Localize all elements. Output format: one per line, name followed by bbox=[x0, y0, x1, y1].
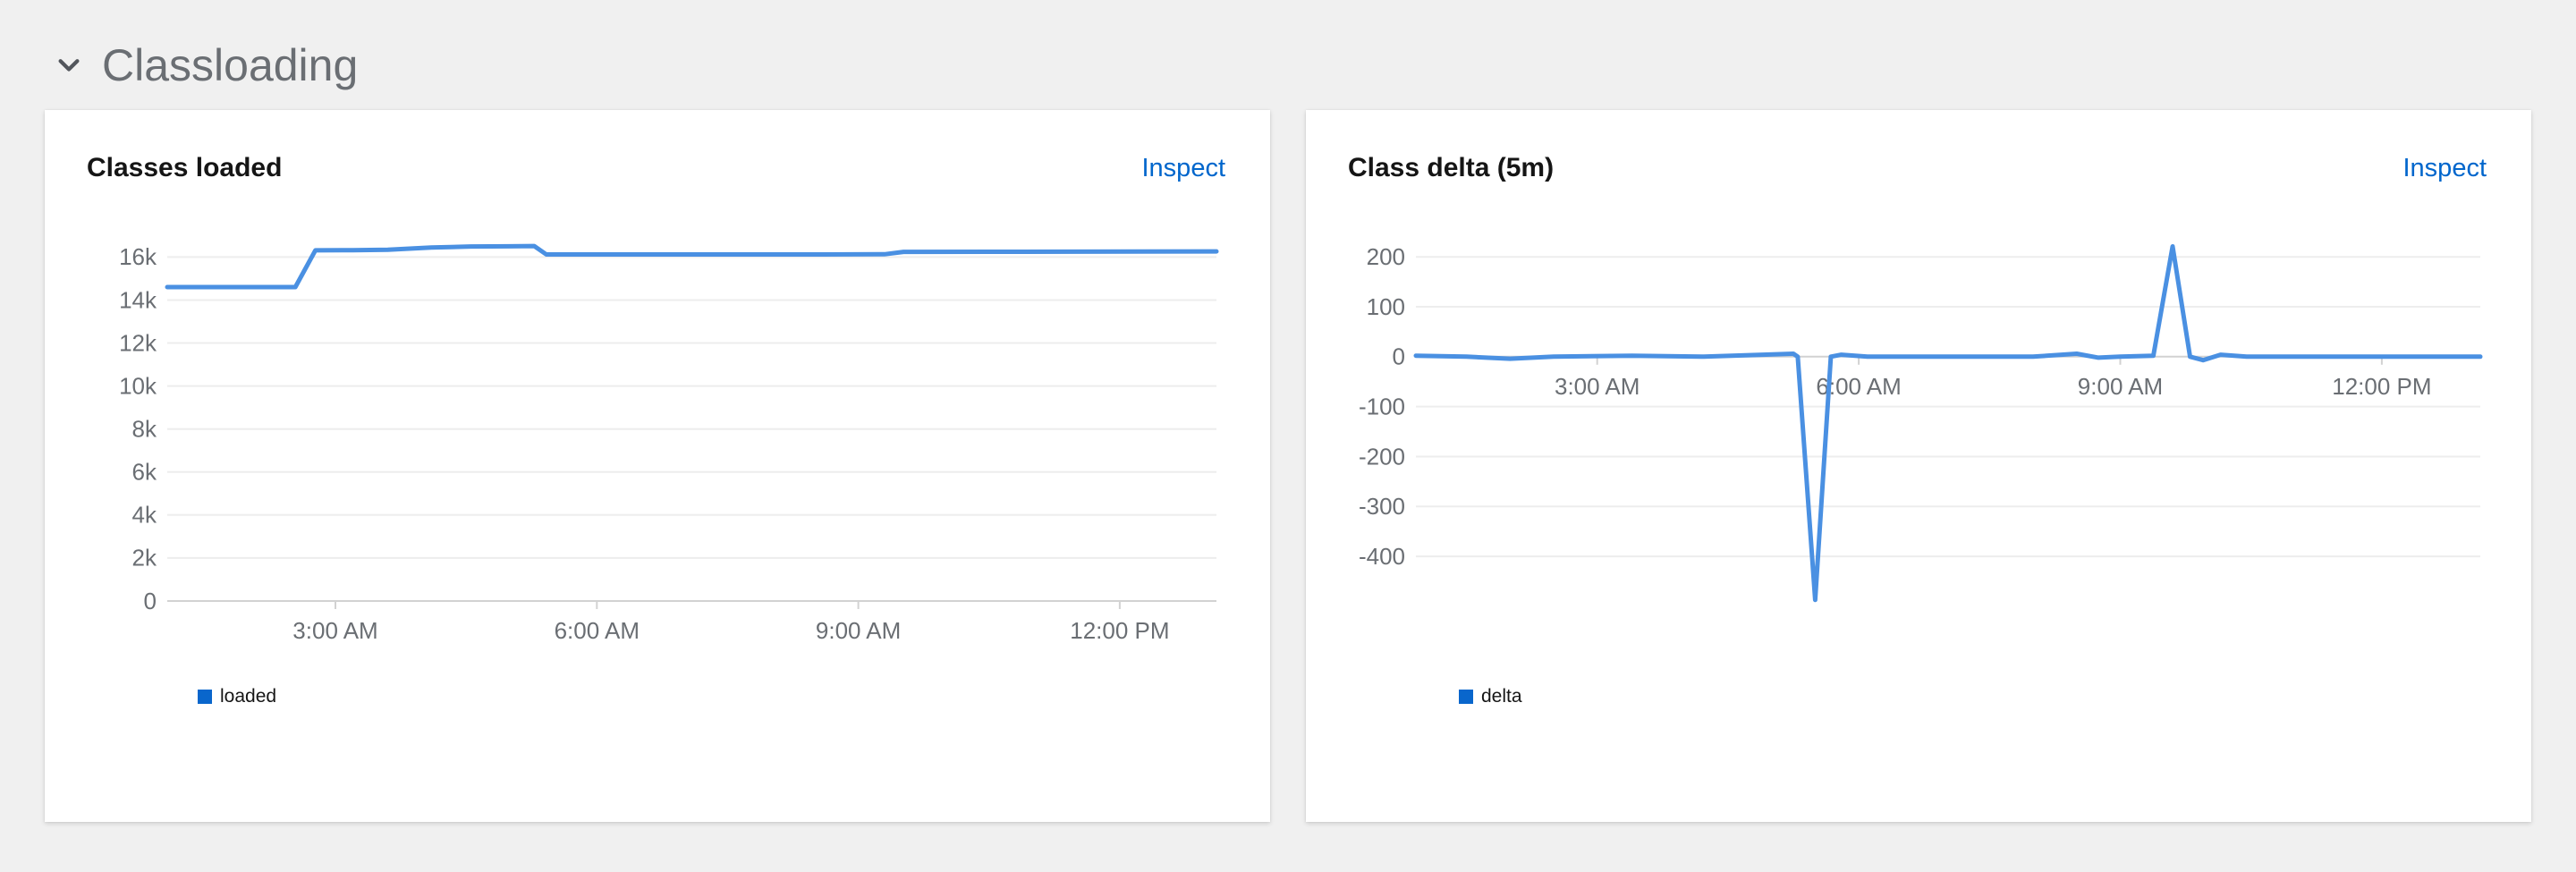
svg-text:100: 100 bbox=[1367, 293, 1405, 320]
svg-text:0: 0 bbox=[144, 588, 157, 614]
classes-loaded-card-header: Classes loaded Inspect bbox=[45, 110, 1270, 184]
svg-text:-100: -100 bbox=[1359, 393, 1405, 419]
chevron-down-icon bbox=[55, 52, 82, 79]
svg-text:14k: 14k bbox=[119, 286, 157, 313]
classes-loaded-card: Classes loaded Inspect 0 2k 4k 6k 8k 10k 12k 14… bbox=[45, 110, 1270, 822]
delta-legend-swatch-icon bbox=[1459, 690, 1473, 704]
svg-text:-400: -400 bbox=[1359, 543, 1405, 570]
svg-text:12:00 PM: 12:00 PM bbox=[1070, 617, 1169, 644]
loaded-legend-label: loaded bbox=[220, 686, 277, 707]
class-delta-legend: delta bbox=[1459, 686, 2531, 707]
class-delta-card: Class delta (5m) Inspect 200 100 0 -100 -200… bbox=[1306, 110, 2531, 822]
svg-text:6k: 6k bbox=[132, 459, 157, 486]
classes-loaded-inspect-link[interactable]: Inspect bbox=[1141, 154, 1226, 182]
classloading-section-toggle[interactable]: Classloading bbox=[0, 0, 2576, 95]
loaded-legend-swatch-icon bbox=[198, 690, 212, 704]
svg-text:-200: -200 bbox=[1359, 443, 1405, 470]
svg-text:16k: 16k bbox=[119, 243, 157, 270]
classes-loaded-title: Classes loaded bbox=[87, 153, 283, 182]
svg-text:6:00 AM: 6:00 AM bbox=[555, 617, 640, 644]
svg-text:9:00 AM: 9:00 AM bbox=[2078, 373, 2163, 400]
svg-text:12:00 PM: 12:00 PM bbox=[2332, 373, 2431, 400]
delta-legend-label: delta bbox=[1481, 686, 1522, 707]
classes-loaded-legend: loaded bbox=[198, 686, 1270, 707]
svg-text:4k: 4k bbox=[132, 502, 157, 529]
class-delta-card-header: Class delta (5m) Inspect bbox=[1306, 110, 2531, 184]
svg-text:-300: -300 bbox=[1359, 493, 1405, 520]
classes-loaded-chart: 0 2k 4k 6k 8k 10k 12k 14k 16k 3:00 AM 6:00 AM 9:00 … bbox=[119, 243, 1219, 644]
svg-text:2k: 2k bbox=[132, 545, 157, 571]
svg-text:3:00 AM: 3:00 AM bbox=[292, 617, 377, 644]
class-delta-inspect-link[interactable]: Inspect bbox=[2402, 154, 2487, 182]
svg-text:10k: 10k bbox=[119, 372, 157, 399]
section-title: Classloading bbox=[102, 40, 359, 90]
svg-text:9:00 AM: 9:00 AM bbox=[816, 617, 901, 644]
charts-row: Classes loaded Inspect 0 2k 4k 6k 8k 10k 12k 14… bbox=[0, 95, 2576, 822]
svg-text:3:00 AM: 3:00 AM bbox=[1555, 373, 1640, 400]
svg-text:0: 0 bbox=[1393, 343, 1405, 370]
class-delta-title: Class delta (5m) bbox=[1348, 153, 1555, 182]
svg-text:8k: 8k bbox=[132, 416, 157, 443]
svg-text:12k: 12k bbox=[119, 329, 157, 356]
svg-text:200: 200 bbox=[1367, 243, 1405, 270]
